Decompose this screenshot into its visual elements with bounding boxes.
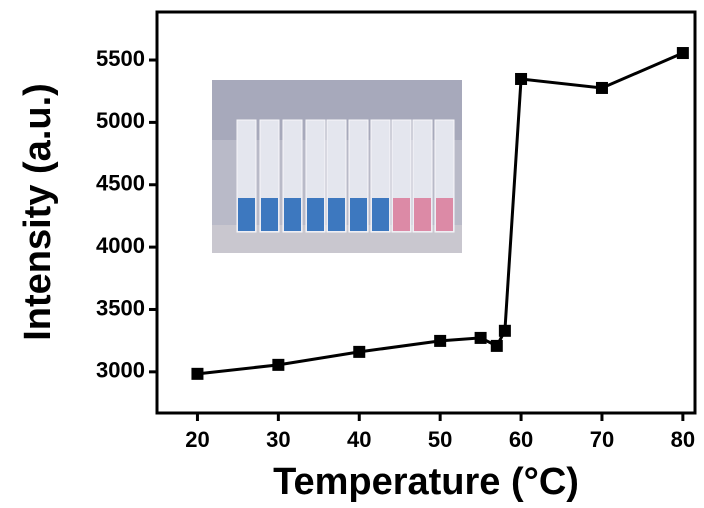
- y-tick-label: 4000: [96, 233, 145, 258]
- data-point: [498, 324, 511, 337]
- y-tick-label: 5000: [96, 108, 145, 133]
- data-point: [515, 72, 528, 85]
- x-axis-label: Temperature (°C): [273, 461, 579, 503]
- data-point: [434, 334, 447, 347]
- y-tick-label: 4500: [96, 171, 145, 196]
- x-tick-label: 40: [347, 427, 371, 452]
- y-tick-label: 5500: [96, 46, 145, 71]
- y-tick-label: 3000: [96, 358, 145, 383]
- x-tick-label: 30: [266, 427, 290, 452]
- x-tick-label: 50: [428, 427, 452, 452]
- inset-photo: [212, 80, 462, 253]
- data-line: [197, 51, 684, 376]
- x-tick-label: 80: [671, 427, 695, 452]
- data-point: [191, 367, 204, 380]
- plot-frame: [155, 10, 697, 415]
- data-point: [474, 331, 487, 344]
- x-tick-label: 60: [509, 427, 533, 452]
- data-point: [490, 339, 503, 352]
- x-tick-label: 20: [185, 427, 209, 452]
- data-point: [676, 47, 689, 60]
- data-point: [353, 345, 366, 358]
- y-axis-label: Intensity (a.u.): [17, 83, 59, 341]
- data-point: [272, 358, 285, 371]
- data-point: [595, 81, 608, 94]
- y-tick-label: 3500: [96, 295, 145, 320]
- x-tick-label: 70: [590, 427, 614, 452]
